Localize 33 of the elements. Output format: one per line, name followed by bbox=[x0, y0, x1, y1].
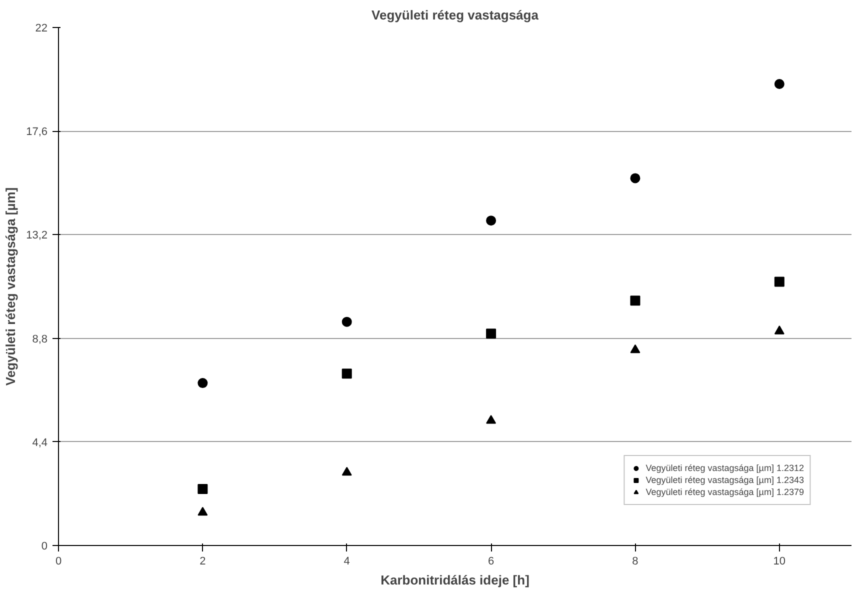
point bbox=[342, 368, 352, 379]
y-axis-title: Vegyületi réteg vastagsága [µm] bbox=[3, 187, 18, 386]
legend-label: Vegyületi réteg vastagsága [µm] 1.2379 bbox=[646, 486, 804, 498]
point bbox=[198, 484, 208, 494]
y-tick-label: 17,6 bbox=[26, 126, 48, 138]
point bbox=[342, 466, 352, 476]
x-axis-title: Karbonitridálás ideje [h] bbox=[380, 572, 530, 588]
point bbox=[486, 328, 496, 339]
point bbox=[198, 506, 208, 516]
y-tick-label: 22 bbox=[35, 22, 48, 34]
point bbox=[774, 276, 784, 287]
chart-title: Vegyületi réteg vastagsága bbox=[372, 8, 540, 22]
legend-label: Vegyületi réteg vastagsága [µm] 1.2312 bbox=[646, 462, 804, 474]
point bbox=[630, 344, 640, 354]
x-tick-label: 10 bbox=[773, 556, 786, 568]
y-tick-label: 13,2 bbox=[26, 230, 48, 242]
x-tick-label: 0 bbox=[55, 556, 62, 568]
point bbox=[774, 326, 784, 334]
y-tick-label: 4,4 bbox=[32, 436, 48, 449]
point bbox=[342, 316, 352, 327]
point bbox=[486, 216, 496, 226]
x-tick-label: 2 bbox=[200, 556, 206, 568]
point bbox=[774, 79, 784, 89]
y-tick-label: 8,8 bbox=[32, 333, 48, 346]
point bbox=[198, 378, 208, 388]
x-tick-label: 8 bbox=[632, 556, 638, 568]
point bbox=[486, 415, 496, 424]
point bbox=[630, 173, 640, 184]
legend-label: Vegyületi réteg vastagsága [µm] 1.2343 bbox=[646, 474, 804, 486]
y-tick-label: 0 bbox=[41, 540, 48, 552]
x-tick-label: 6 bbox=[488, 556, 494, 568]
point bbox=[630, 296, 640, 306]
x-tick-label: 4 bbox=[344, 556, 350, 568]
